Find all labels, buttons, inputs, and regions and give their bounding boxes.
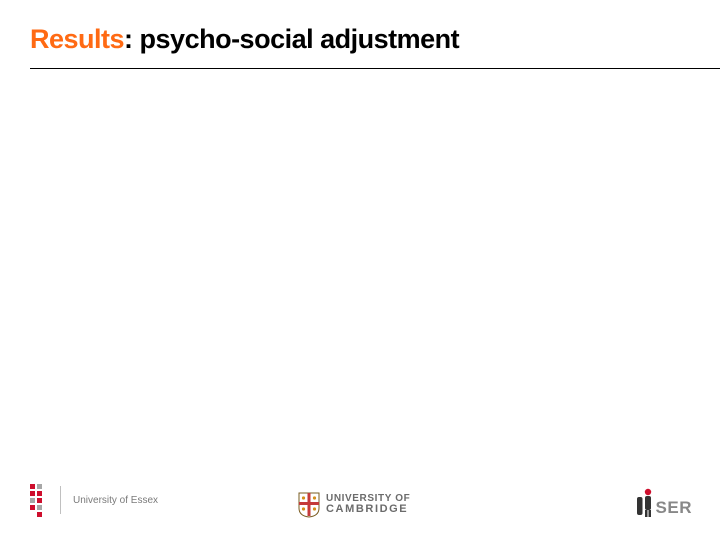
logo-iser: SER [634, 488, 692, 518]
title-rest: : psycho-social adjustment [124, 24, 459, 54]
title-underline [30, 68, 720, 69]
logo-university-of-cambridge: UNIVERSITY OF CAMBRIDGE [298, 492, 410, 518]
essex-divider [60, 486, 61, 514]
iser-figure-icon [634, 488, 654, 518]
slide: Results: psycho-social adjustment Univer… [0, 0, 720, 540]
cambridge-shield-icon [298, 492, 320, 518]
cambridge-line2: CAMBRIDGE [326, 504, 410, 516]
essex-label: University of Essex [73, 495, 158, 506]
logo-university-of-essex: University of Essex [30, 484, 158, 516]
title-accent-word: Results [30, 24, 124, 54]
page-title: Results: psycho-social adjustment [30, 24, 700, 55]
footer: University of Essex UNIVERSITY OF CAMBRI… [30, 468, 692, 518]
iser-text: SER [656, 498, 692, 518]
cambridge-text: UNIVERSITY OF CAMBRIDGE [326, 494, 410, 516]
title-container: Results: psycho-social adjustment [30, 24, 700, 55]
essex-squares-icon [30, 484, 50, 516]
